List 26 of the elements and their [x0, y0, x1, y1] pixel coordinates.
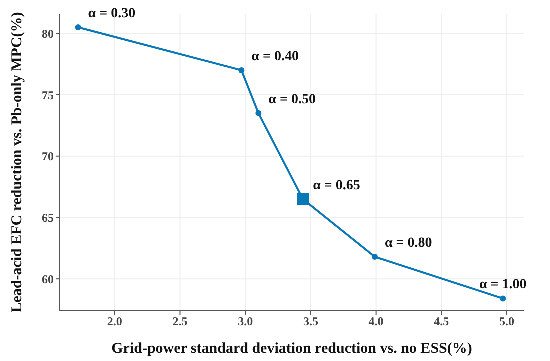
point [297, 193, 310, 206]
y-tick-label: 65 [42, 210, 54, 225]
y-tick-label: 60 [42, 272, 54, 286]
point [372, 254, 378, 260]
y-axis-title: Lead-acid EFC reduction vs. Pb-only MPC(%) [9, 12, 26, 313]
x-tick-label: 4.0 [368, 314, 384, 329]
x-axis-title: Grid-power standard deviation reduction vs. no ESS(%) [112, 341, 472, 357]
annotation: α = 0.80 [384, 236, 432, 251]
x-tick-label: 2.5 [172, 314, 188, 329]
annotation: α = 1.00 [479, 278, 527, 293]
x-tick-label: 3.5 [303, 314, 318, 329]
annotation: α = 0.65 [313, 178, 360, 194]
annotation: α = 0.50 [268, 92, 316, 108]
y-tick-label: 80 [42, 26, 54, 41]
x-tick-label: 5.0 [500, 314, 515, 329]
point [256, 110, 262, 116]
annotation: α = 0.30 [88, 6, 136, 22]
annotation: α = 0.40 [252, 49, 299, 64]
x-tick-label: 3.0 [238, 314, 254, 329]
x-tick-label: 2.0 [107, 314, 122, 329]
point [500, 296, 506, 302]
y-tick-label: 70 [42, 150, 54, 164]
y-tick-label: 75 [42, 88, 54, 102]
point [75, 24, 82, 30]
point [238, 67, 245, 74]
x-tick-label: 4.5 [434, 314, 450, 329]
